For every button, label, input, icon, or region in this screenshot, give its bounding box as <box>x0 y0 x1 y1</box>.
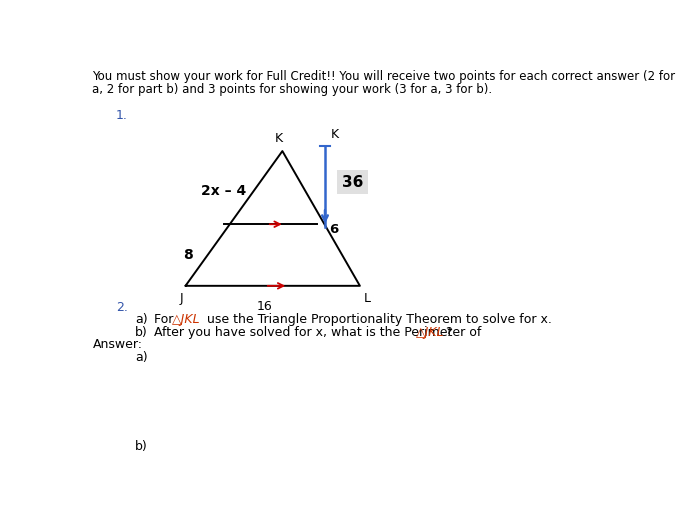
Text: L: L <box>364 292 371 305</box>
Text: After you have solved for x, what is the Perimeter of: After you have solved for x, what is the… <box>155 326 486 339</box>
Text: For: For <box>155 313 178 326</box>
Text: b): b) <box>135 326 148 339</box>
Text: K: K <box>331 128 339 141</box>
Text: use the Triangle Proportionality Theorem to solve for x.: use the Triangle Proportionality Theorem… <box>203 313 551 326</box>
Text: 16: 16 <box>257 300 273 313</box>
Text: 8: 8 <box>183 248 193 262</box>
Text: Answer:: Answer: <box>92 338 142 351</box>
Text: a, 2 for part b) and 3 points for showing your work (3 for a, 3 for b).: a, 2 for part b) and 3 points for showin… <box>92 82 493 95</box>
Text: 2.: 2. <box>116 301 127 314</box>
Text: J: J <box>180 292 184 305</box>
Text: a): a) <box>135 351 148 364</box>
Text: 36: 36 <box>342 175 363 190</box>
Text: You must show your work for Full Credit!! You will receive two points for each c: You must show your work for Full Credit!… <box>92 70 678 83</box>
Text: 1.: 1. <box>116 109 127 122</box>
Text: K: K <box>275 132 283 145</box>
Text: △JKL: △JKL <box>416 326 445 339</box>
Text: 2x – 4: 2x – 4 <box>201 184 247 199</box>
Text: △JKL: △JKL <box>172 313 200 326</box>
Text: 6: 6 <box>329 222 338 235</box>
Text: b): b) <box>135 440 148 453</box>
Text: ?: ? <box>445 326 452 339</box>
Text: a): a) <box>135 313 148 326</box>
